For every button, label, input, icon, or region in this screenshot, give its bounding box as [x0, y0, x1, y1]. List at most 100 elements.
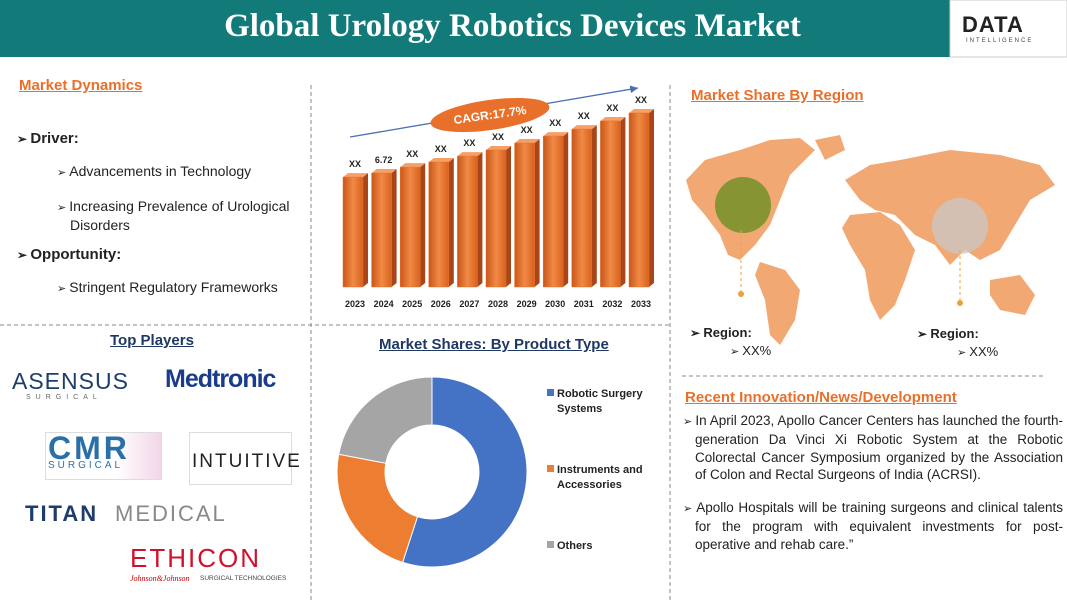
logo-text: MEDICAL	[115, 501, 227, 526]
x-tick-label: 2028	[488, 299, 508, 309]
page-title: Global Urology Robotics Devices Market	[224, 8, 801, 44]
logo-text: ETHICON	[130, 543, 261, 573]
world-map	[686, 135, 1055, 345]
logo-text: INTUITIVE	[192, 451, 302, 472]
bar	[457, 155, 478, 288]
x-tick-label: 2032	[602, 299, 622, 309]
x-tick-label: 2025	[402, 299, 422, 309]
value-label: XX	[406, 149, 418, 159]
pin-dot	[738, 291, 744, 297]
logo-text: SURGICAL TECHNOLOGIES	[200, 575, 287, 582]
legend-label: Others	[557, 540, 593, 552]
logo-text: Medtronic	[165, 365, 276, 393]
donut-slice	[336, 453, 419, 563]
bar-top	[629, 109, 654, 113]
legend-label: Instruments and Accessories	[557, 464, 643, 491]
value-label: XX	[635, 95, 647, 105]
bar-side	[420, 163, 426, 287]
bar-side	[534, 139, 540, 287]
item: Advancements in Technology	[57, 163, 315, 182]
logo-name: DATA	[962, 12, 1024, 37]
bar-top	[400, 163, 426, 168]
legend-swatch	[547, 465, 554, 472]
bar-side	[649, 109, 654, 287]
logo-box	[45, 432, 162, 480]
x-tick-label: 2026	[431, 299, 451, 309]
bar	[514, 142, 535, 288]
section-title: Recent Innovation/News/Development	[685, 389, 957, 406]
pin-dot	[957, 300, 963, 306]
value-label: XX	[435, 144, 447, 154]
bar-top	[571, 125, 597, 130]
x-tick-label: 2027	[459, 299, 479, 309]
bar	[371, 172, 392, 288]
bar-side	[591, 125, 597, 287]
value-label: XX	[606, 103, 618, 113]
value-label: XX	[521, 125, 533, 135]
x-tick-label: 2023	[345, 299, 365, 309]
logo-text: TITAN	[25, 501, 99, 526]
bar-top	[371, 169, 397, 174]
region-value: XX%	[730, 342, 772, 361]
logo-text: ASENSUS	[12, 368, 129, 394]
bar-top	[343, 173, 368, 178]
chart-title: Market Shares: By Product Type	[379, 336, 609, 353]
bar	[485, 149, 507, 288]
bar-top	[543, 132, 569, 137]
bar-top	[428, 158, 454, 163]
item: Increasing Prevalence of Urological Diso…	[57, 198, 315, 234]
bar-top	[486, 145, 511, 150]
region-highlight	[932, 198, 988, 254]
region-value: XX%	[957, 343, 999, 362]
bar	[399, 166, 421, 288]
bar-side	[448, 158, 454, 287]
bar-top	[514, 139, 540, 144]
value-label: XX	[549, 118, 561, 128]
bar	[628, 112, 650, 288]
donut-slice	[402, 376, 528, 568]
region-highlight	[715, 177, 771, 233]
x-tick-label: 2030	[545, 299, 565, 309]
bar-top	[600, 116, 626, 121]
header-bar	[0, 0, 950, 57]
section-title: Market Dynamics	[19, 77, 143, 94]
section-title: Market Share By Region	[691, 87, 864, 104]
bar	[428, 161, 450, 288]
group-label: Opportunity:	[17, 246, 121, 263]
logo-text: SURGICAL	[48, 460, 124, 471]
x-tick-label: 2029	[517, 299, 537, 309]
bar	[342, 176, 364, 288]
logo-text: CMR	[48, 430, 130, 466]
bar	[600, 120, 621, 288]
bar-side	[506, 145, 511, 287]
logo-text: SURGICAL	[26, 394, 102, 401]
bar-side	[620, 116, 626, 287]
logo-box	[189, 432, 292, 485]
value-label: XX	[349, 159, 361, 169]
x-tick-label: 2024	[374, 299, 394, 309]
legend-swatch	[547, 541, 554, 548]
section-title: Top Players	[110, 332, 194, 349]
region-pins	[740, 230, 961, 303]
news-item: In April 2023, Apollo Cancer Centers has…	[683, 412, 1063, 483]
bar	[542, 135, 564, 288]
legend-label: Robotic Surgery Systems	[557, 388, 643, 415]
value-label: XX	[463, 138, 475, 148]
bar-top	[457, 152, 483, 157]
legend-swatch	[547, 389, 554, 396]
donut-slice	[338, 376, 433, 464]
group-label: Driver:	[17, 130, 78, 147]
x-tick-label: 2031	[574, 299, 594, 309]
value-label: XX	[492, 132, 504, 142]
logo-text: Johnson&Johnson	[130, 574, 190, 583]
cagr-bubble	[430, 97, 550, 133]
logo-box	[949, 0, 1067, 58]
value-label: 6.72	[375, 155, 393, 165]
bar-side	[363, 173, 368, 287]
news-item: Apollo Hospitals will be training surgeo…	[683, 499, 1063, 553]
bar-side	[391, 169, 397, 287]
bar	[571, 128, 593, 288]
bar-side	[563, 132, 569, 287]
